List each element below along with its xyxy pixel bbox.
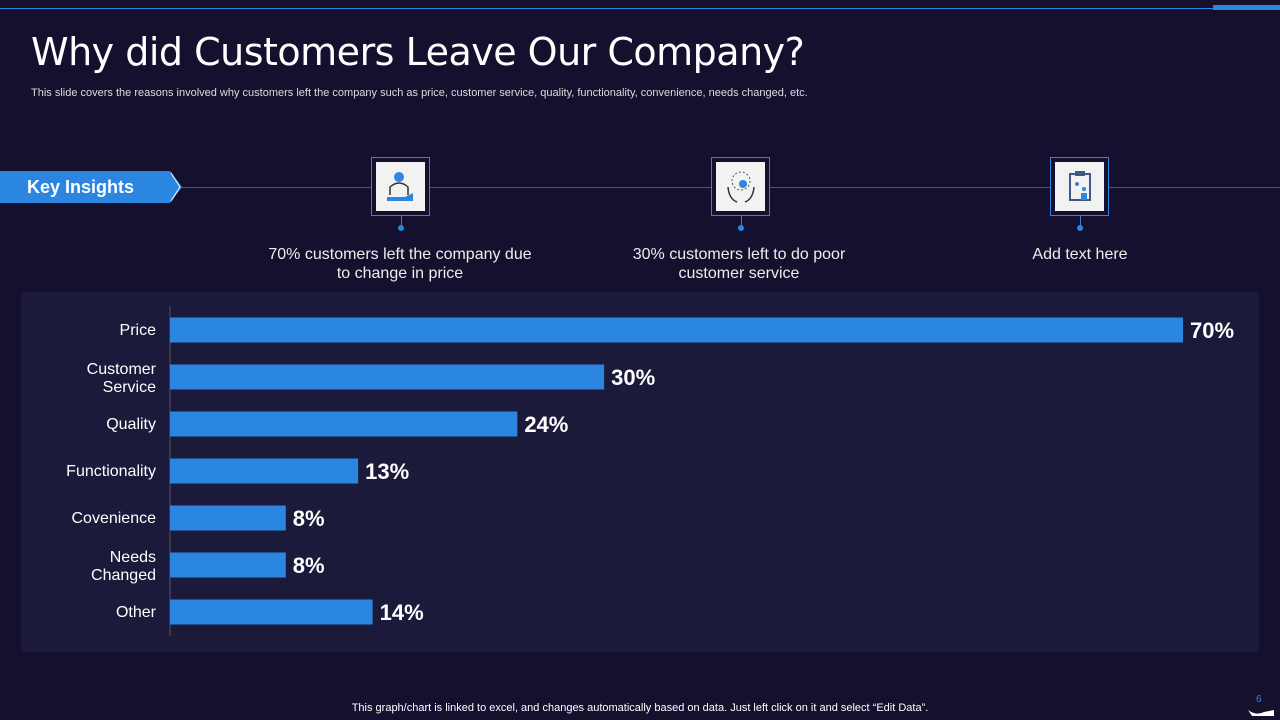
clipboard-icon (1068, 170, 1091, 201)
key-insights-label: Key Insights (27, 177, 135, 197)
insight-icon-box-2 (711, 157, 770, 216)
connector (1080, 216, 1081, 228)
data-label: 30% (611, 365, 655, 390)
top-accent (1213, 5, 1280, 10)
category-label: Customer Service (87, 361, 157, 396)
category-label: Quality (106, 416, 156, 433)
bar-functionality[interactable] (170, 458, 359, 484)
connector (741, 216, 742, 228)
page-number: 6 (1256, 694, 1262, 705)
category-label: Needs Changed (91, 549, 156, 584)
category-label: Other (116, 604, 157, 621)
connector-dot (398, 225, 404, 231)
data-label: 70% (1190, 318, 1234, 343)
data-label: 8% (293, 553, 325, 578)
key-insights-banner: Key Insights (0, 171, 182, 203)
insight-text-1: 70% customers left the company due to ch… (268, 246, 532, 282)
data-label: 24% (524, 412, 568, 437)
bar-quality[interactable] (170, 411, 518, 437)
page-title: Why did Customers Leave Our Company? (31, 30, 805, 74)
connector (401, 216, 402, 228)
category-label: Covenience (72, 510, 157, 527)
insight-icon-box-1 (371, 157, 430, 216)
hand-user-icon (386, 171, 413, 201)
insight-text-2: 30% customers left to do poor customer s… (632, 246, 846, 282)
insight-icon-box-3 (1050, 157, 1109, 216)
subtitle: This slide covers the reasons involved w… (31, 87, 808, 99)
data-label: 14% (380, 600, 424, 625)
hand-logo-icon (1248, 710, 1274, 716)
data-label: 13% (365, 459, 409, 484)
connector-dot (1077, 225, 1083, 231)
bar-covenience[interactable] (170, 505, 286, 531)
top-rule (0, 8, 1213, 9)
chart-panel[interactable]: 70% Price 30% Customer Service 24% Quality 13% F… (21, 292, 1259, 652)
bar-customer-service[interactable] (170, 364, 605, 390)
connector-dot (738, 225, 744, 231)
bar-needs-changed[interactable] (170, 552, 286, 578)
footer-note: This graph/chart is linked to excel, and… (351, 702, 929, 714)
secure-hands-icon (726, 171, 755, 203)
category-label: Functionality (66, 463, 156, 480)
banner-arrow-shape (0, 171, 182, 203)
category-label: Price (120, 322, 157, 339)
bar-other[interactable] (170, 599, 373, 625)
bar-chart: 70% Price 30% Customer Service 24% Quality 13% F… (66, 306, 1234, 636)
insight-text-3: Add text here (1032, 246, 1128, 263)
data-label: 8% (293, 506, 325, 531)
bar-price[interactable] (170, 317, 1183, 343)
